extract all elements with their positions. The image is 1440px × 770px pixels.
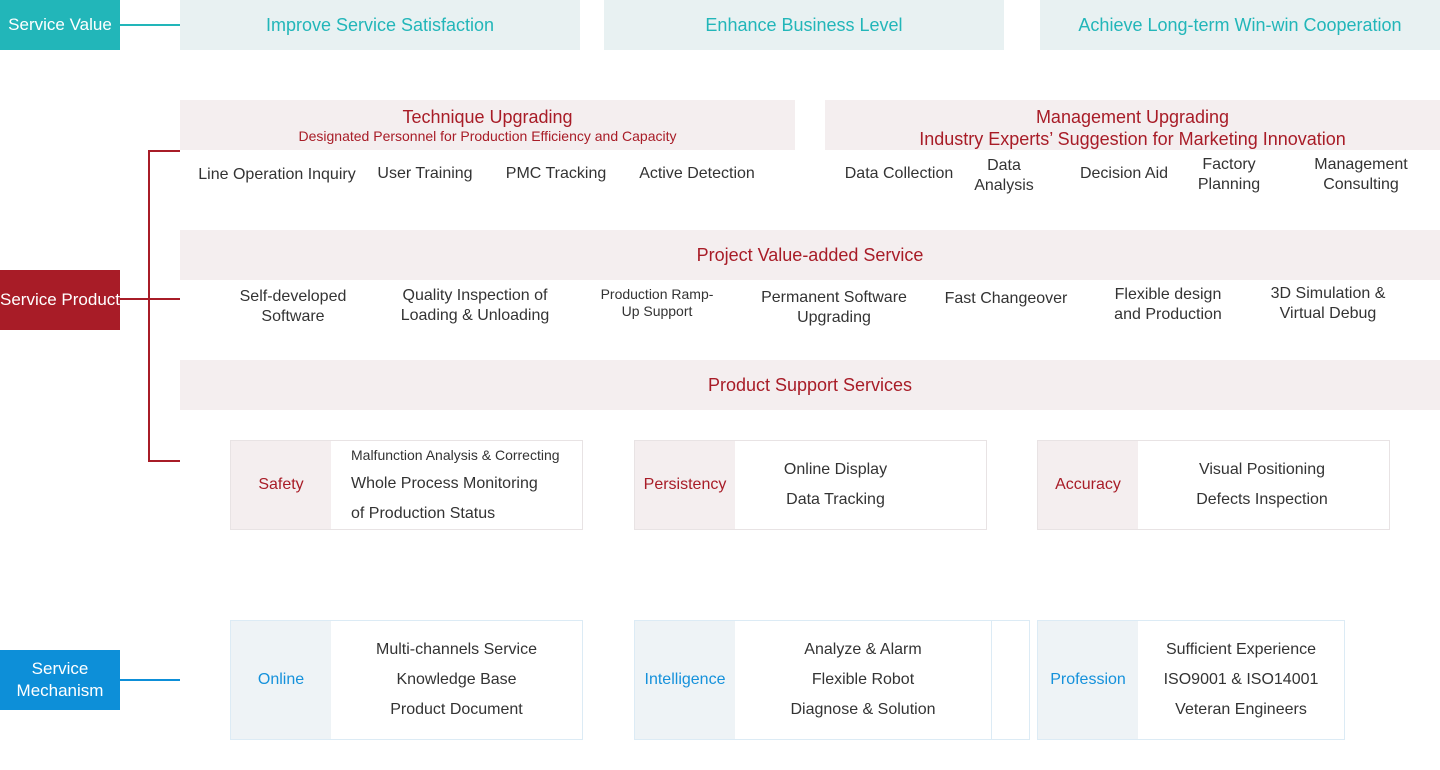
support-line: Data Tracking xyxy=(786,491,885,508)
mechanism-line: Multi-channels Service xyxy=(376,641,537,658)
service-mechanism-tag: Service Mechanism xyxy=(0,650,120,710)
mechanism-label: Profession xyxy=(1038,621,1138,739)
project-item: Fast Changeover xyxy=(944,290,1068,307)
management-item: Decision Aid xyxy=(1079,165,1169,182)
support-line: Online Display xyxy=(783,461,888,478)
management-band: Management Upgrading Industry Experts’ S… xyxy=(825,100,1440,150)
project-item: Flexible design and Production xyxy=(1114,286,1222,323)
mechanism-line: Diagnose & Solution xyxy=(790,701,936,718)
bracket-line xyxy=(148,150,150,462)
mechanism-line: Knowledge Base xyxy=(396,671,517,688)
support-box-persistency: Persistency Online Display Data Tracking xyxy=(634,440,987,530)
value-enhance-business: Enhance Business Level xyxy=(604,0,1004,50)
mechanism-box-intelligence: Intelligence Analyze & Alarm Flexible Ro… xyxy=(634,620,1030,740)
technique-item: Active Detection xyxy=(639,165,755,182)
service-product-tag: Service Product xyxy=(0,270,120,330)
technique-item: Line Operation Inquiry xyxy=(198,166,356,183)
support-box-safety: Safety Malfunction Analysis & Correcting… xyxy=(230,440,583,530)
mechanism-line: Flexible Robot xyxy=(811,671,915,688)
mechanism-label: Online xyxy=(231,621,331,739)
mechanism-line: Product Document xyxy=(390,701,523,718)
technique-subtitle: Designated Personnel for Production Effi… xyxy=(298,128,677,144)
support-label: Accuracy xyxy=(1038,441,1138,529)
management-item: Management Consulting xyxy=(1314,156,1408,193)
management-item: Data Analysis xyxy=(974,157,1034,194)
management-title: Management Upgrading xyxy=(1035,107,1230,127)
bracket-line xyxy=(148,460,180,462)
bracket-line xyxy=(148,150,180,152)
mechanism-box-online: Online Multi-channels Service Knowledge … xyxy=(230,620,583,740)
mechanism-line: Veteran Engineers xyxy=(1175,701,1307,718)
management-item: Data Collection xyxy=(844,165,954,182)
project-item: Production Ramp-Up Support xyxy=(600,286,714,319)
project-item: Quality Inspection of Loading & Unloadin… xyxy=(400,287,550,324)
mechanism-line: Analyze & Alarm xyxy=(804,641,922,658)
technique-band: Technique Upgrading Designated Personnel… xyxy=(180,100,795,150)
project-item: 3D Simulation & Virtual Debug xyxy=(1270,285,1386,322)
mechanism-line: ISO9001 & ISO14001 xyxy=(1163,671,1319,688)
connector xyxy=(120,24,180,26)
project-item: Permanent Software Upgrading xyxy=(761,289,907,326)
management-item: Factory Planning xyxy=(1197,156,1261,193)
mechanism-box-profession: Profession Sufficient Experience ISO9001… xyxy=(1037,620,1345,740)
technique-item: User Training xyxy=(377,165,473,182)
project-item: Self-developed Software xyxy=(239,288,347,325)
technique-item: PMC Tracking xyxy=(505,165,607,182)
value-win-win: Achieve Long-term Win-win Cooperation xyxy=(1040,0,1440,50)
connector xyxy=(120,298,180,300)
support-line: Whole Process Monitoring xyxy=(351,475,538,492)
support-line: Defects Inspection xyxy=(1196,491,1328,508)
support-label: Persistency xyxy=(635,441,735,529)
mechanism-line: Sufficient Experience xyxy=(1165,641,1316,658)
support-line: Visual Positioning xyxy=(1198,461,1325,478)
project-band: Project Value-added Service xyxy=(180,230,1440,280)
support-line: Malfunction Analysis & Correcting xyxy=(351,447,560,463)
value-improve-satisfaction: Improve Service Satisfaction xyxy=(180,0,580,50)
technique-title: Technique Upgrading xyxy=(402,107,573,127)
service-value-tag: Service Value xyxy=(0,0,120,50)
connector xyxy=(120,679,180,681)
management-subtitle: Industry Experts’ Suggestion for Marketi… xyxy=(919,129,1346,149)
support-label: Safety xyxy=(231,441,331,529)
mechanism-label: Intelligence xyxy=(635,621,735,739)
support-box-accuracy: Accuracy Visual Positioning Defects Insp… xyxy=(1037,440,1390,530)
support-band: Product Support Services xyxy=(180,360,1440,410)
support-line: of Production Status xyxy=(351,505,496,522)
